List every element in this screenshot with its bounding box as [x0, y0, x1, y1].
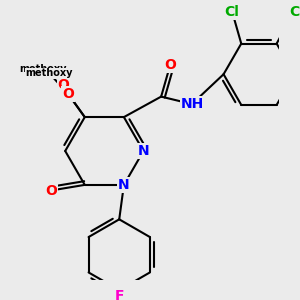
- Text: methoxy: methoxy: [26, 68, 73, 78]
- Text: N: N: [138, 144, 149, 158]
- Text: F: F: [115, 289, 124, 300]
- Text: N: N: [118, 178, 130, 192]
- Text: O: O: [45, 184, 57, 198]
- Text: O: O: [62, 87, 74, 101]
- Text: O: O: [164, 58, 176, 72]
- Text: O: O: [57, 78, 69, 92]
- Text: Cl: Cl: [289, 5, 300, 19]
- Text: NH: NH: [180, 97, 203, 111]
- Text: Cl: Cl: [224, 5, 239, 19]
- Text: methoxy: methoxy: [19, 64, 67, 74]
